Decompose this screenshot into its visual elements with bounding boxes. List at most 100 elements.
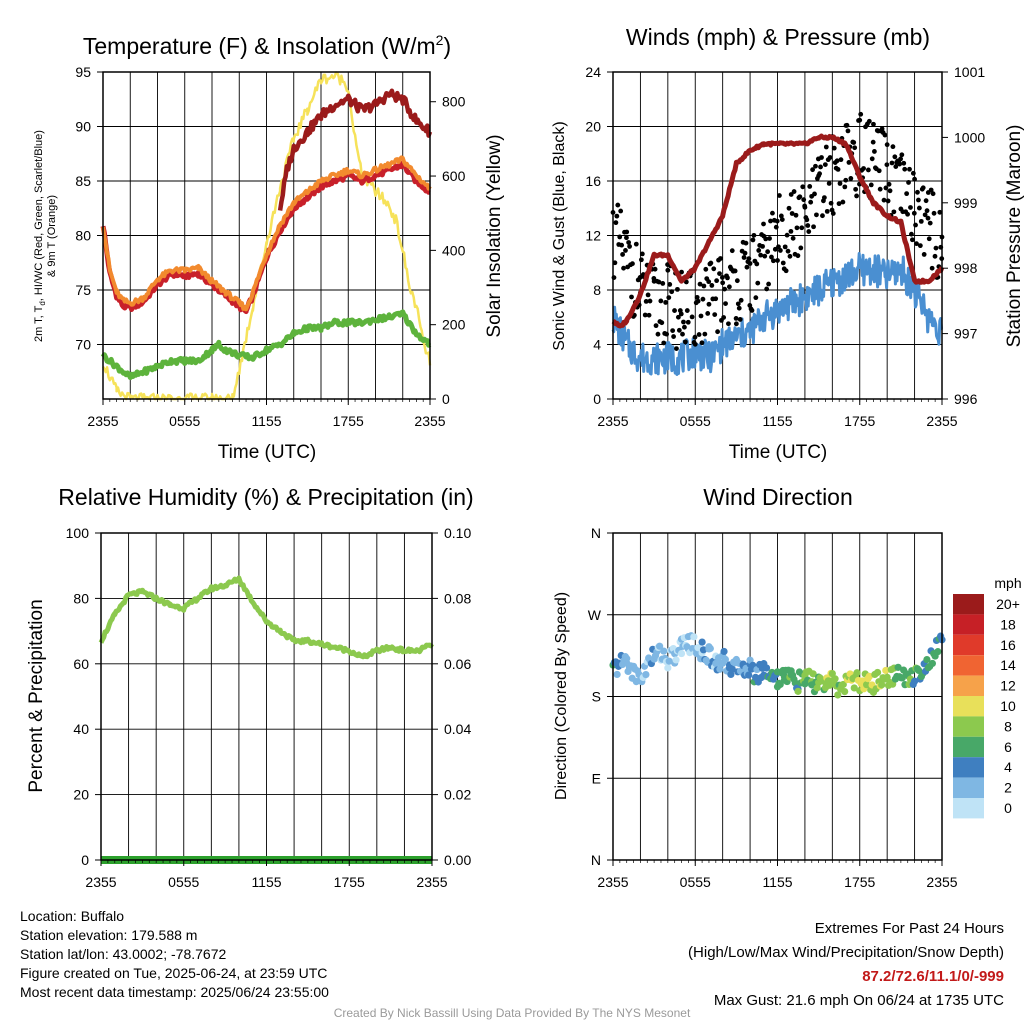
- gust-point: [615, 202, 621, 208]
- gust-point: [828, 200, 834, 206]
- gust-point: [778, 213, 784, 219]
- gust-point: [718, 256, 723, 261]
- gust-point: [669, 289, 675, 295]
- gust-point: [905, 211, 910, 217]
- temp-ylabel-left-line2: & 9m T (Orange): [46, 195, 58, 277]
- gust-point: [933, 245, 939, 251]
- gust-point: [733, 321, 739, 327]
- gust-point: [751, 232, 757, 238]
- gust-point: [879, 126, 885, 132]
- gust-point: [774, 218, 780, 224]
- gust-point: [872, 149, 877, 154]
- x-tick-label: 2355: [597, 874, 628, 890]
- wind-direction-point: [834, 691, 842, 699]
- gust-point: [843, 177, 849, 183]
- y2-tick-label: 0.06: [444, 656, 471, 672]
- gust-point: [706, 279, 712, 285]
- gust-point: [633, 241, 639, 247]
- gust-point: [837, 181, 843, 186]
- gust-point: [794, 225, 800, 231]
- winds-panel: Winds (mph) & Pressure (mb) 2355 0555 1155…: [551, 24, 1024, 463]
- gust-point: [916, 197, 921, 203]
- gust-point: [817, 171, 822, 177]
- gust-point: [742, 250, 748, 256]
- gust-point: [907, 166, 912, 172]
- gust-point: [801, 197, 807, 203]
- gust-point: [827, 155, 833, 160]
- gust-point: [908, 205, 913, 210]
- gust-point: [799, 225, 805, 231]
- y2-tick-label: 0.00: [444, 852, 471, 868]
- x-tick-label: 1155: [251, 413, 281, 429]
- gust-point: [623, 248, 628, 253]
- gust-point: [822, 162, 828, 168]
- gust-point: [814, 212, 819, 218]
- y-tick-label: 20: [73, 787, 89, 803]
- gust-point: [717, 271, 722, 276]
- y-tick-label: N: [591, 525, 601, 541]
- y2-tick-label: 600: [442, 168, 466, 184]
- wind-direction-point: [672, 656, 680, 664]
- gust-point: [893, 164, 899, 169]
- gust-point: [646, 312, 652, 318]
- y-tick-label: 85: [75, 173, 91, 189]
- y-tick-label: 20: [585, 119, 601, 135]
- gust-point: [804, 217, 810, 223]
- y-tick-label: W: [588, 607, 602, 623]
- gust-point: [627, 244, 632, 249]
- gust-point: [682, 339, 688, 345]
- gust-point: [802, 204, 808, 210]
- gust-point: [928, 187, 934, 193]
- wind-direction-point: [716, 665, 724, 673]
- gust-point: [765, 249, 771, 255]
- gust-point: [744, 264, 750, 270]
- station-info: Location: Buffalo Station elevation: 179…: [20, 907, 329, 1002]
- gust-point: [665, 267, 671, 273]
- extremes-subtitle: (High/Low/Max Wind/Precipitation/Snow De…: [688, 944, 1004, 961]
- gust-point: [706, 301, 712, 307]
- gust-point: [824, 208, 830, 214]
- gust-point: [921, 252, 927, 257]
- gust-point: [807, 184, 813, 189]
- winds-axis-ticks: 2355 0555 1155 1755 2355 0 4 8 12 16 20 24 996 997 998…: [585, 64, 985, 429]
- gust-point: [758, 252, 764, 258]
- y-tick-label: 12: [585, 228, 601, 244]
- gust-point: [790, 235, 796, 241]
- wind-direction-point: [677, 649, 686, 658]
- gust-point: [642, 312, 648, 318]
- y2-tick-label: 0.10: [444, 525, 471, 541]
- gust-point: [914, 241, 919, 247]
- gust-point: [917, 243, 923, 249]
- gust-point: [692, 334, 698, 340]
- gust-point: [897, 161, 903, 167]
- gust-point: [664, 331, 669, 337]
- colorbar-swatch: [953, 594, 984, 615]
- gust-point: [674, 346, 679, 352]
- wind-direction-point: [690, 633, 698, 641]
- gust-point: [659, 320, 665, 326]
- gust-point: [784, 232, 790, 238]
- gust-point: [916, 205, 922, 211]
- wind-direction-point: [863, 681, 871, 689]
- gust-point: [763, 236, 769, 242]
- gust-point: [892, 154, 898, 160]
- gust-point: [889, 160, 895, 166]
- colorbar-swatch: [953, 675, 984, 696]
- x-tick-label: 2355: [85, 874, 116, 890]
- y-tick-label: 0: [81, 852, 89, 868]
- wdir-gridlines: [613, 533, 942, 860]
- winds-gridlines: [613, 72, 942, 399]
- gust-point: [656, 279, 662, 285]
- gust-point: [694, 294, 700, 300]
- colorbar-swatch: [953, 777, 984, 798]
- gust-point: [709, 283, 715, 288]
- colorbar-swatch: [953, 716, 984, 737]
- gust-point: [782, 244, 788, 250]
- gust-point: [775, 258, 780, 263]
- extremes-title: Extremes For Past 24 Hours: [814, 920, 1004, 937]
- x-tick-label: 1755: [844, 874, 875, 890]
- gust-point: [678, 311, 684, 317]
- gust-point: [733, 316, 739, 321]
- gust-point: [737, 317, 743, 322]
- y2-tick-label: 996: [954, 391, 978, 407]
